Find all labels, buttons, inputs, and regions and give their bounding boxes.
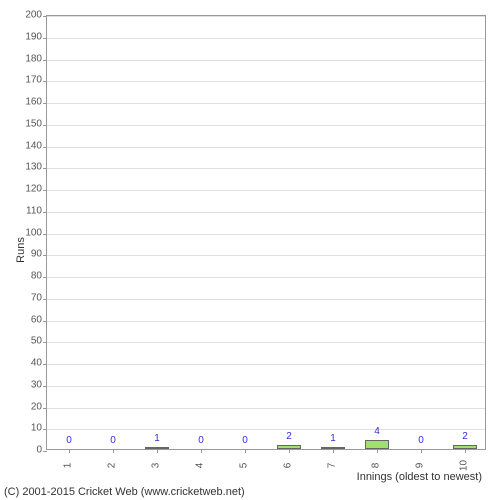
bar-value-label: 0	[242, 435, 248, 446]
ytick-mark	[43, 386, 47, 387]
ytick-mark	[43, 81, 47, 82]
gridline	[47, 212, 485, 213]
ytick-mark	[43, 234, 47, 235]
ytick-mark	[43, 103, 47, 104]
bar-value-label: 4	[374, 426, 380, 437]
ytick-label: 120	[25, 184, 42, 195]
ytick-label: 30	[31, 379, 42, 390]
xtick-mark	[465, 449, 466, 453]
ytick-label: 200	[25, 10, 42, 21]
plot-area: 0 0 1 0 0 2 1 4 0 2	[46, 15, 486, 450]
y-axis-label: Runs	[15, 237, 27, 263]
ytick-label: 140	[25, 140, 42, 151]
ytick-label: 170	[25, 75, 42, 86]
xtick-mark	[377, 449, 378, 453]
gridline	[47, 277, 485, 278]
gridline	[47, 386, 485, 387]
gridline	[47, 364, 485, 365]
xtick-label: 6	[283, 463, 294, 469]
gridline	[47, 321, 485, 322]
xtick-label: 7	[327, 463, 338, 469]
xtick-mark	[289, 449, 290, 453]
ytick-mark	[43, 16, 47, 17]
bar-value-label: 0	[198, 435, 204, 446]
ytick-label: 20	[31, 401, 42, 412]
xtick-label: 3	[151, 463, 162, 469]
xtick-mark	[157, 449, 158, 453]
ytick-label: 10	[31, 423, 42, 434]
gridline	[47, 16, 485, 17]
ytick-label: 190	[25, 31, 42, 42]
xtick-label: 10	[459, 460, 470, 471]
ytick-label: 90	[31, 249, 42, 260]
ytick-label: 80	[31, 271, 42, 282]
gridline	[47, 38, 485, 39]
ytick-mark	[43, 342, 47, 343]
ytick-mark	[43, 190, 47, 191]
ytick-mark	[43, 321, 47, 322]
ytick-label: 130	[25, 162, 42, 173]
bar-value-label: 2	[462, 431, 468, 442]
xtick-mark	[333, 449, 334, 453]
ytick-mark	[43, 451, 47, 452]
gridline	[47, 342, 485, 343]
gridline	[47, 190, 485, 191]
ytick-mark	[43, 60, 47, 61]
ytick-mark	[43, 299, 47, 300]
bar-value-label: 0	[418, 435, 424, 446]
gridline	[47, 60, 485, 61]
bar	[365, 440, 389, 449]
gridline	[47, 125, 485, 126]
ytick-mark	[43, 364, 47, 365]
ytick-label: 50	[31, 336, 42, 347]
gridline	[47, 168, 485, 169]
xtick-label: 4	[195, 463, 206, 469]
ytick-mark	[43, 429, 47, 430]
xtick-mark	[201, 449, 202, 453]
gridline	[47, 234, 485, 235]
ytick-mark	[43, 125, 47, 126]
xtick-label: 5	[239, 463, 250, 469]
ytick-label: 160	[25, 97, 42, 108]
xtick-mark	[113, 449, 114, 453]
chart-container: Runs 0010021402 010203040506070809010011…	[0, 0, 500, 500]
xtick-label: 2	[107, 463, 118, 469]
gridline	[47, 299, 485, 300]
ytick-mark	[43, 212, 47, 213]
xtick-label: 8	[371, 463, 382, 469]
ytick-label: 110	[26, 205, 42, 216]
gridline	[47, 408, 485, 409]
bar-value-label: 1	[154, 433, 160, 444]
ytick-label: 70	[31, 292, 42, 303]
ytick-mark	[43, 147, 47, 148]
gridline	[47, 147, 485, 148]
ytick-label: 100	[25, 227, 42, 238]
ytick-label: 40	[31, 358, 42, 369]
gridline	[47, 81, 485, 82]
gridline	[47, 429, 485, 430]
copyright-text: (C) 2001-2015 Cricket Web (www.cricketwe…	[4, 486, 245, 498]
ytick-label: 150	[25, 118, 42, 129]
ytick-mark	[43, 408, 47, 409]
xtick-mark	[69, 449, 70, 453]
gridline	[47, 255, 485, 256]
ytick-label: 60	[31, 314, 42, 325]
ytick-label: 0	[36, 445, 42, 456]
xtick-mark	[421, 449, 422, 453]
ytick-mark	[43, 255, 47, 256]
x-axis-label: Innings (oldest to newest)	[357, 471, 482, 483]
bar-value-label: 1	[330, 433, 336, 444]
bar-value-label: 2	[286, 431, 292, 442]
ytick-label: 180	[25, 53, 42, 64]
plot: 0 0 1 0 0 2 1 4 0 2	[47, 16, 485, 449]
xtick-label: 9	[415, 463, 426, 469]
gridline	[47, 103, 485, 104]
ytick-mark	[43, 168, 47, 169]
bar-value-label: 0	[66, 435, 72, 446]
ytick-mark	[43, 38, 47, 39]
ytick-mark	[43, 277, 47, 278]
xtick-mark	[245, 449, 246, 453]
bar-value-label: 0	[110, 435, 116, 446]
xtick-label: 1	[63, 463, 74, 469]
